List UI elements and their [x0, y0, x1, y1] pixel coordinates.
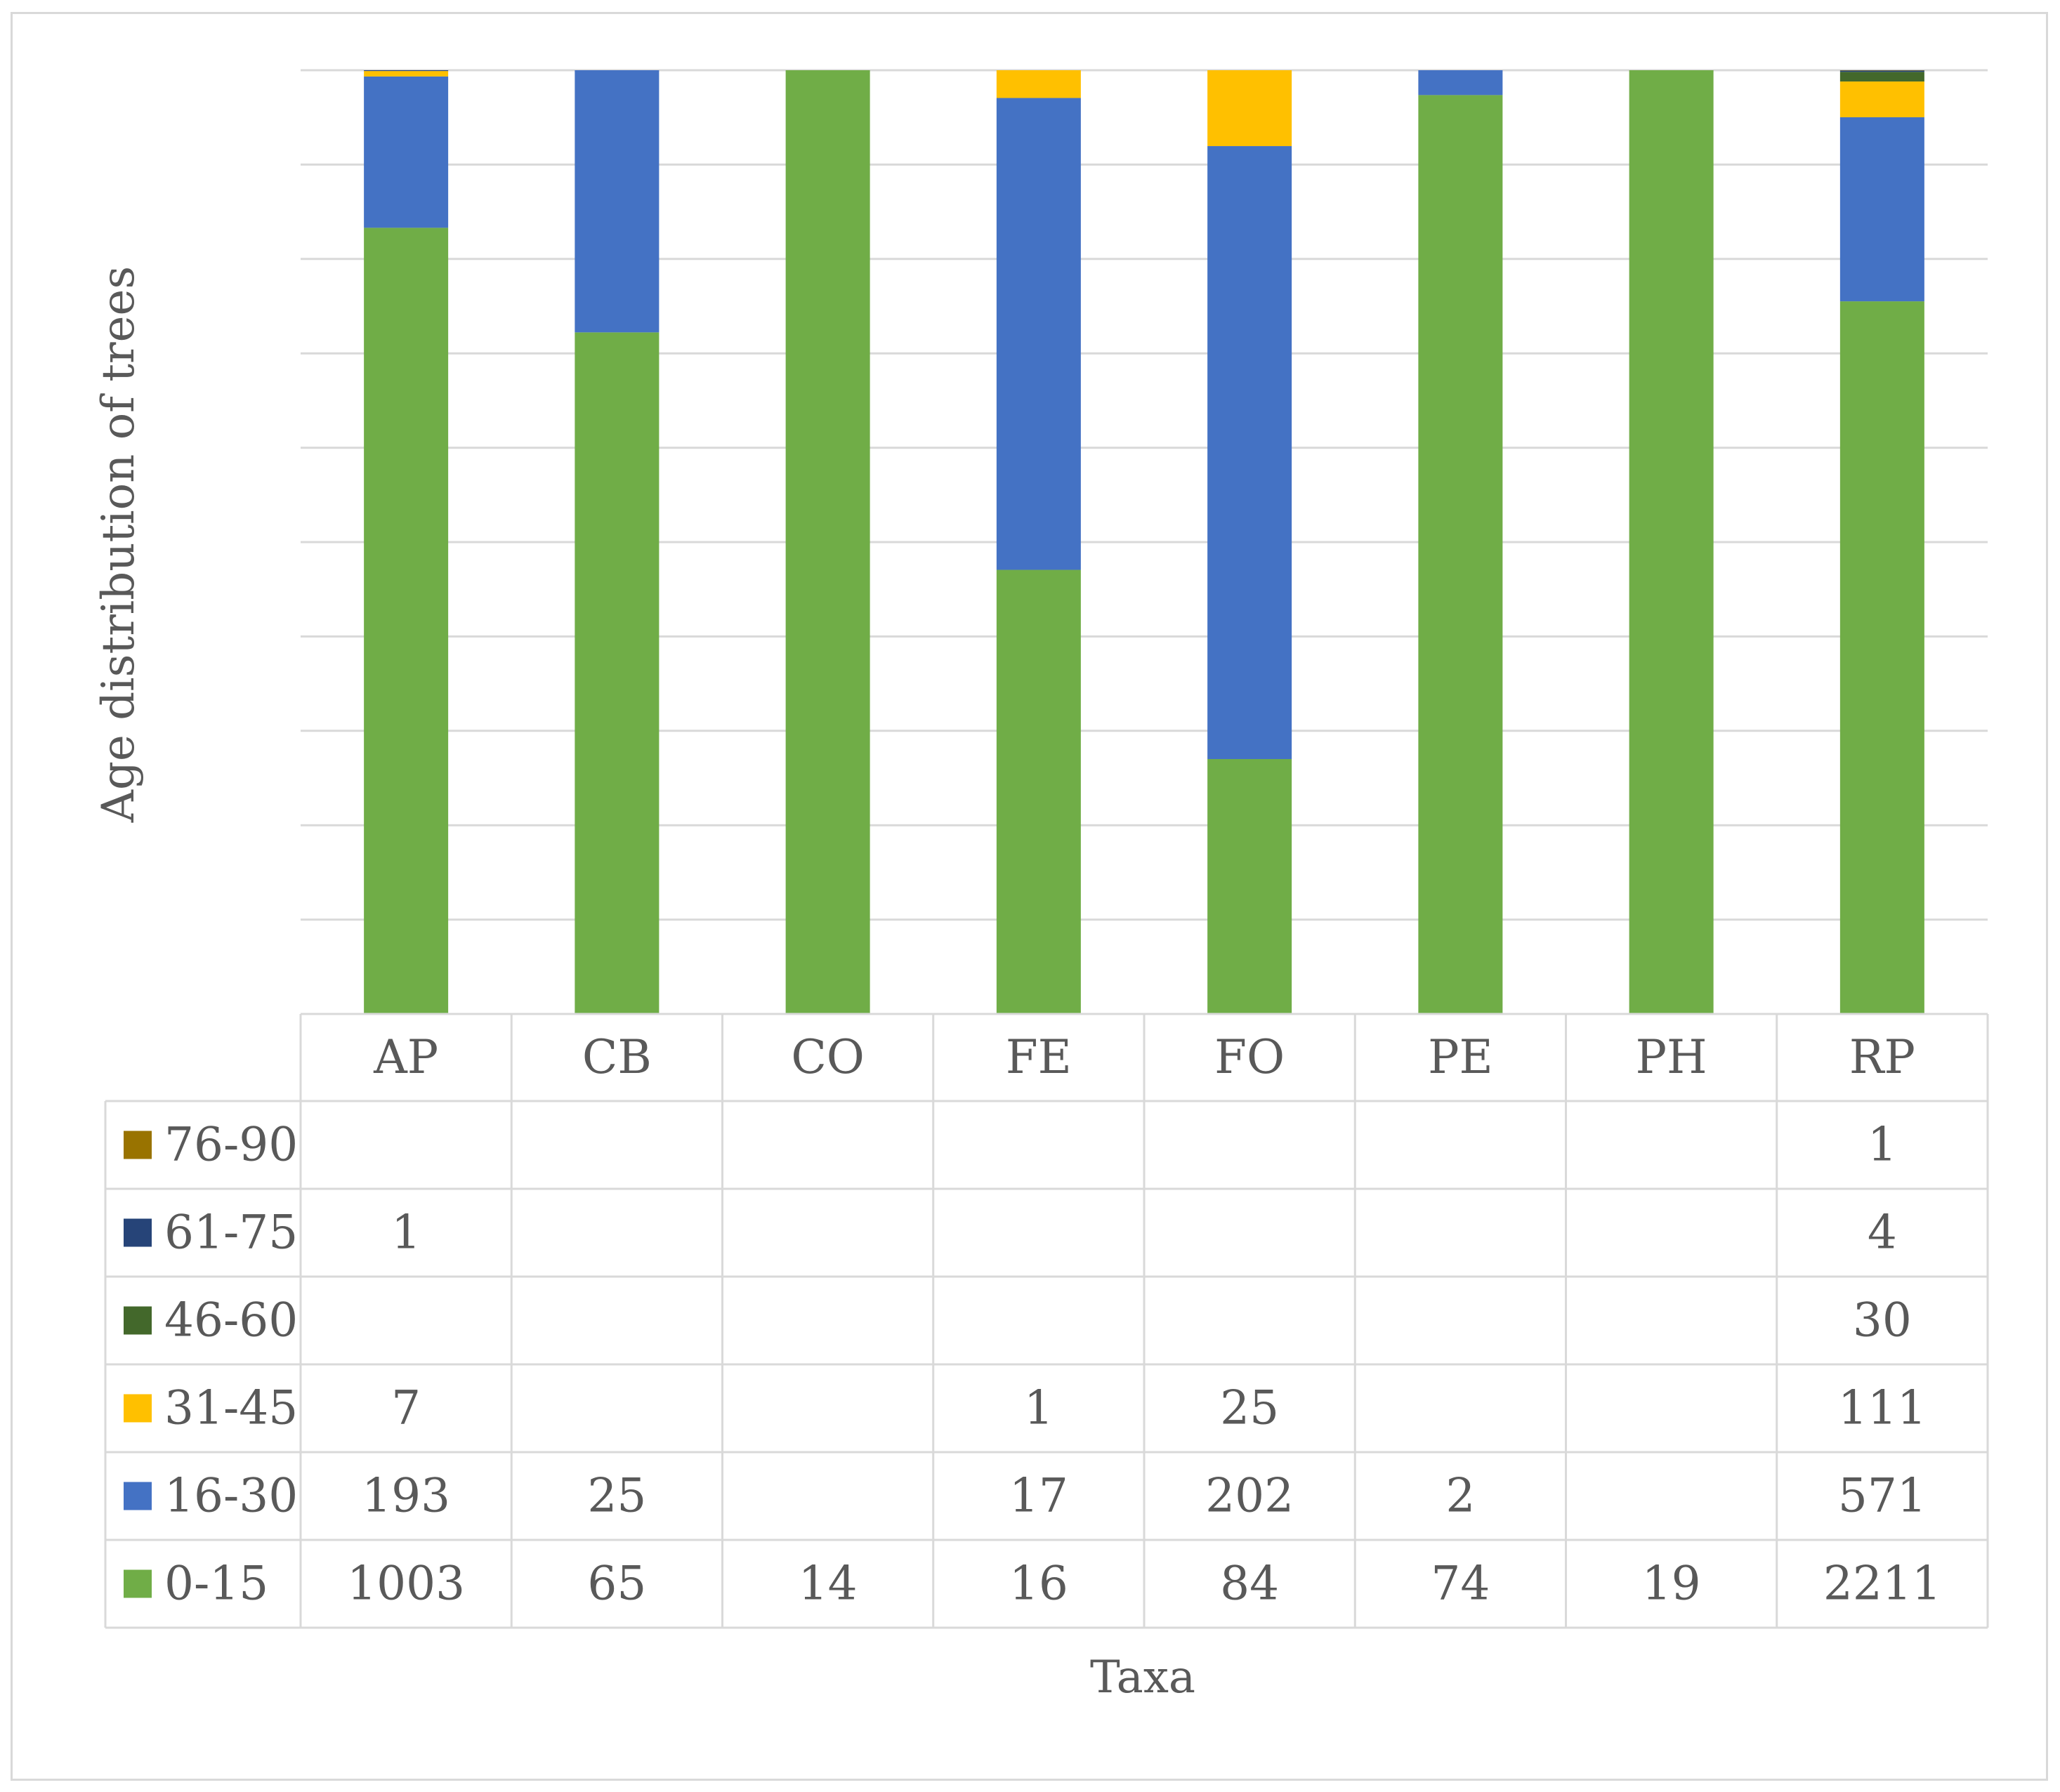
y-axis-title: Age distribution of trees	[93, 266, 145, 823]
category-label-fe: FE	[1006, 1030, 1072, 1084]
category-label-fo: FO	[1214, 1030, 1285, 1084]
legend-label-61-75: 61-75	[164, 1206, 298, 1260]
chart-frame	[11, 12, 2048, 1781]
bar-segment-fo-31-45	[1207, 70, 1292, 147]
legend-label-46-60: 46-60	[164, 1293, 298, 1348]
legend-key-16-30	[124, 1482, 152, 1510]
bar-segment-rp-46-60	[1839, 72, 1924, 82]
table-cell-cb-16-30: 25	[587, 1469, 646, 1523]
bar-segment-rp-0-15	[1839, 301, 1924, 1014]
legend-key-61-75	[124, 1218, 152, 1247]
bar-segment-rp-16-30	[1839, 117, 1924, 302]
gridlines	[301, 69, 1988, 1015]
table-cell-fo-16-30: 202	[1205, 1469, 1294, 1523]
bar-segment-ap-61-75	[364, 70, 449, 72]
bar-segment-pe-0-15	[1418, 95, 1503, 1015]
category-label-ph: PH	[1636, 1030, 1707, 1084]
table-cell-co-0-15: 14	[799, 1557, 858, 1611]
bar-segment-fe-0-15	[996, 569, 1081, 1014]
table-cell-ap-16-30: 193	[362, 1469, 450, 1523]
table-cell-rp-76-90: 1	[1868, 1118, 1897, 1172]
bar-segment-ap-0-15	[364, 228, 449, 1015]
legend-key-46-60	[124, 1306, 152, 1335]
table-cell-pe-0-15: 74	[1431, 1557, 1490, 1611]
bar-segment-fe-31-45	[996, 70, 1081, 98]
table-cell-rp-16-30: 571	[1838, 1469, 1927, 1523]
table-cell-rp-0-15: 2211	[1823, 1557, 1941, 1611]
table-cell-ap-31-45: 7	[391, 1381, 421, 1435]
x-axis-title: Taxa	[1090, 1652, 1195, 1704]
table-cell-rp-46-60: 30	[1853, 1293, 1912, 1348]
bar-segment-ap-31-45	[364, 71, 449, 77]
bar-segment-fo-0-15	[1207, 758, 1292, 1014]
legend-key-76-90	[124, 1131, 152, 1159]
table-cell-fe-0-15: 16	[1009, 1557, 1068, 1611]
category-label-rp: RP	[1849, 1030, 1915, 1084]
table-cell-fo-31-45: 25	[1220, 1381, 1279, 1435]
bar-segment-cb-0-15	[575, 332, 660, 1014]
table-cell-pe-16-30: 2	[1445, 1469, 1475, 1523]
bar-segment-co-0-15	[785, 70, 870, 1014]
table-cell-fo-0-15: 84	[1220, 1557, 1279, 1611]
category-label-cb: CB	[582, 1030, 652, 1084]
legend-label-0-15: 0-15	[164, 1557, 268, 1611]
bars	[364, 70, 1924, 1015]
legend-key-31-45	[124, 1394, 152, 1423]
table-cell-rp-61-75: 4	[1868, 1206, 1897, 1260]
legend-label-76-90: 76-90	[164, 1118, 298, 1172]
category-label-co: CO	[791, 1030, 865, 1084]
legend-label-16-30: 16-30	[164, 1469, 298, 1523]
table-cell-fe-31-45: 1	[1024, 1381, 1054, 1435]
bar-segment-fe-16-30	[996, 98, 1081, 570]
bar-segment-ap-16-30	[364, 76, 449, 228]
legend-key-0-15	[124, 1569, 152, 1598]
table-cell-ap-61-75: 1	[391, 1206, 421, 1260]
table-cell-ap-0-15: 1003	[347, 1557, 465, 1611]
bar-segment-rp-31-45	[1839, 81, 1924, 118]
category-label-ap: AP	[373, 1030, 438, 1084]
bar-segment-fo-16-30	[1207, 146, 1292, 759]
legend-label-31-45: 31-45	[164, 1381, 298, 1435]
table-cell-ph-0-15: 19	[1642, 1557, 1701, 1611]
bar-segment-rp-61-75	[1839, 70, 1924, 72]
table-cell-rp-31-45: 111	[1838, 1381, 1927, 1435]
category-label-pe: PE	[1428, 1030, 1493, 1084]
table-cell-cb-0-15: 65	[587, 1557, 646, 1611]
bar-segment-ph-0-15	[1629, 70, 1714, 1014]
bar-segment-pe-16-30	[1418, 70, 1503, 95]
table-cell-fe-16-30: 17	[1009, 1469, 1068, 1523]
bar-segment-cb-16-30	[575, 70, 660, 333]
